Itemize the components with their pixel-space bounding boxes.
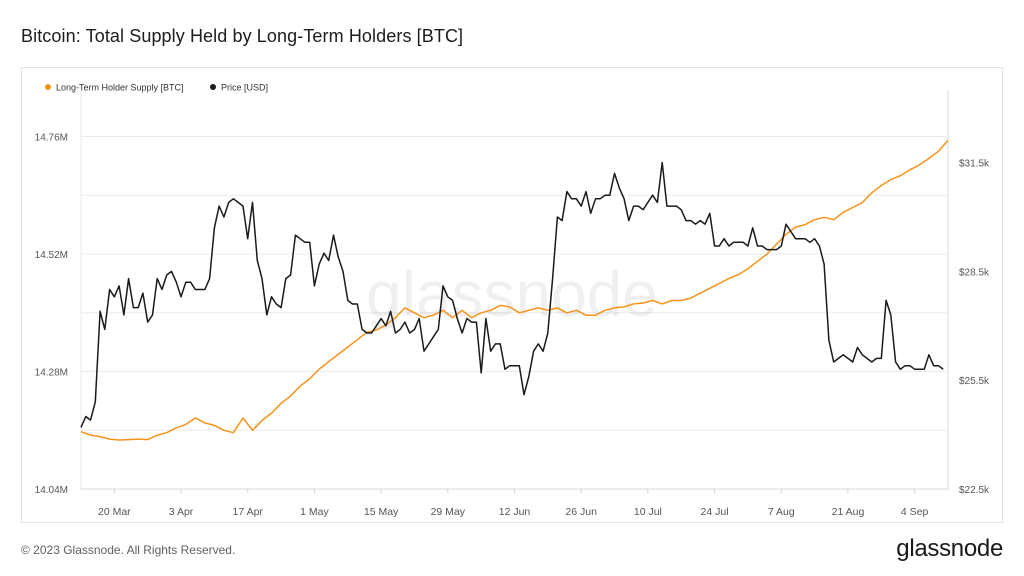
legend-label[interactable]: Long-Term Holder Supply [BTC]: [56, 83, 184, 93]
copyright-text: © 2023 Glassnode. All Rights Reserved.: [21, 543, 236, 557]
watermark: glassnode: [366, 258, 658, 330]
y-right-tick-label: $31.5k: [959, 159, 990, 170]
x-tick-label: 7 Aug: [768, 506, 795, 518]
x-tick-label: 10 Jul: [634, 506, 662, 518]
plot-area: [80, 139, 949, 441]
y-left-tick-label: 14.76M: [35, 133, 68, 144]
x-tick-label: 21 Aug: [832, 506, 865, 518]
y-axis-left: 14.04M 14.28M 14.52M 14.76M: [35, 133, 68, 496]
y-left-tick-label: 14.04M: [35, 485, 68, 496]
y-right-tick-label: $22.5k: [959, 485, 990, 496]
price-line[interactable]: [80, 161, 944, 428]
x-tick-label: 12 Jun: [499, 506, 531, 518]
legend: Long-Term Holder Supply [BTC] Price [USD]: [45, 83, 268, 93]
legend-swatch: [210, 84, 216, 90]
x-tick-label: 29 May: [431, 506, 466, 518]
x-tick-label: 4 Sep: [901, 506, 929, 518]
y-right-tick-label: $25.5k: [959, 376, 990, 387]
legend-swatch: [45, 84, 51, 90]
y-axis-right: $22.5k $25.5k $28.5k $31.5k: [959, 159, 990, 496]
chart-frame: glassnode 14.04M 14.28M 14.52M 14.76M $22.5…: [21, 67, 1003, 523]
x-tick-label: 20 Mar: [98, 506, 131, 518]
y-left-tick-label: 14.28M: [35, 368, 68, 379]
legend-label[interactable]: Price [USD]: [221, 83, 268, 93]
x-tick-label: 3 Apr: [169, 506, 194, 518]
y-left-tick-label: 14.52M: [35, 250, 68, 261]
brand-logo: glassnode: [896, 535, 1003, 562]
x-axis: 20 Mar 3 Apr 17 Apr 1 May 15 May 29 May 12 Jun…: [98, 489, 929, 518]
x-tick-label: 15 May: [364, 506, 399, 518]
lth-supply-line[interactable]: [80, 139, 949, 441]
x-tick-label: 26 Jun: [565, 506, 597, 518]
y-right-tick-label: $28.5k: [959, 267, 990, 278]
x-tick-label: 1 May: [300, 506, 329, 518]
page-title: Bitcoin: Total Supply Held by Long-Term …: [21, 26, 464, 46]
x-tick-label: 24 Jul: [701, 506, 729, 518]
x-tick-label: 17 Apr: [233, 506, 264, 518]
chart[interactable]: glassnode 14.04M 14.28M 14.52M 14.76M $22.5…: [22, 68, 1002, 522]
